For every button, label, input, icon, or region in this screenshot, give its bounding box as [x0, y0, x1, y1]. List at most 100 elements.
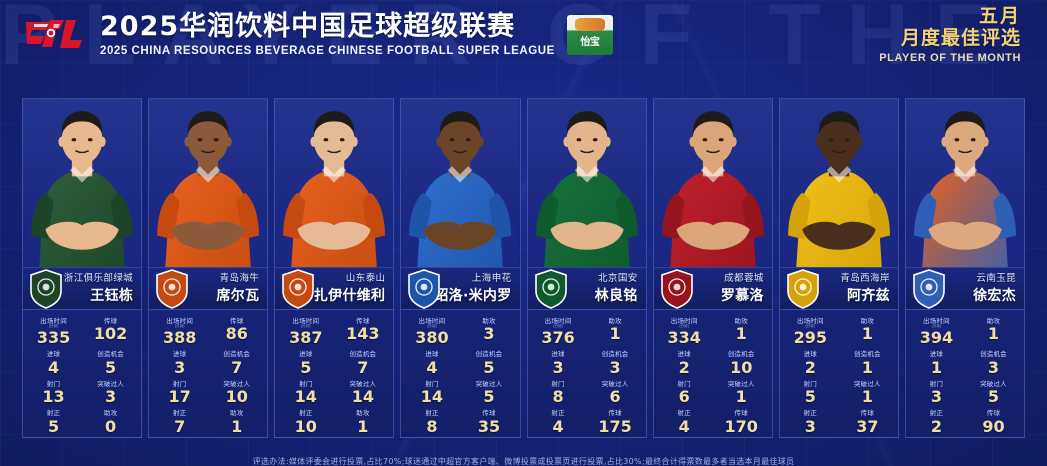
stat-value: 5 — [804, 387, 816, 407]
stat-cell: 进球 2 — [782, 349, 839, 378]
stat-cell: 进球 4 — [403, 349, 460, 378]
stat-cell: 射门 17 — [151, 379, 208, 408]
stat-label: 射正 — [803, 409, 817, 418]
stat-value: 2 — [930, 416, 942, 436]
stat-cell: 出场时间 (分钟) 394 — [908, 316, 965, 348]
stat-cell: 创造机会 3 — [965, 349, 1022, 378]
stat-value: 2 — [678, 357, 690, 377]
stat-label: 出场时间 — [544, 317, 572, 326]
player-stats-grid: 出场时间 (分钟) 394 助攻 1 进球 1 创造机会 3 射门 3 突破过人 5 射正 2 传球 90 — [906, 310, 1024, 437]
stat-value: 1 — [609, 324, 621, 344]
team-name: 上海申花 — [471, 273, 512, 285]
stat-label: 传球 — [608, 409, 622, 418]
stat-value: 387 — [289, 328, 323, 348]
stat-value: 17 — [168, 387, 191, 407]
stat-value: 14 — [420, 387, 444, 407]
team-name: 成都蓉城 — [724, 273, 764, 285]
stat-label: 出场时间 — [418, 317, 446, 326]
stat-cell: 射门 6 — [656, 379, 713, 408]
stat-cell: 传球 170 — [713, 408, 770, 437]
stat-cell: 射门 13 — [25, 379, 82, 408]
player-stats-grid: 出场时间 (分钟) 334 助攻 1 进球 2 创造机会 10 射门 6 突破过人 1 射正 4 传球 170 — [654, 310, 772, 437]
zhejiang-club-badge — [29, 269, 63, 310]
league-title-en: 2025 CHINA RESOURCES BEVERAGE CHINESE FO… — [100, 44, 555, 57]
shanghai-shenhua-badge — [407, 269, 441, 310]
stat-label: 助攻 — [860, 317, 875, 326]
stat-value: 5 — [47, 416, 60, 436]
stat-label: 进球 — [46, 350, 61, 359]
stat-cell: 进球 3 — [530, 349, 587, 378]
stat-label: 射正 — [551, 409, 565, 418]
stat-cell: 进球 3 — [151, 349, 208, 378]
stat-cell: 出场时间 (分钟) 335 — [25, 316, 82, 348]
player-name: 阿齐兹 — [846, 288, 890, 305]
stat-value: 1 — [861, 357, 873, 377]
stat-cell: 射门 14 — [277, 379, 334, 408]
stat-cell: 助攻 3 — [460, 316, 517, 348]
team-name: 云南玉昆 — [976, 273, 1016, 285]
stat-cell: 创造机会 10 — [713, 349, 770, 378]
stat-label: 射正 — [46, 409, 61, 418]
stat-label: 创造机会 — [475, 350, 503, 359]
stat-value: 3 — [483, 324, 495, 344]
stat-value: 10 — [225, 387, 248, 407]
player-card[interactable]: 浙江俱乐部绿城 王钰栋 出场时间 (分钟) 335 传球 102 进球 4 创造机会 5 射门 13 突破… — [22, 98, 143, 438]
stat-value: 37 — [856, 416, 879, 436]
stat-value: 335 — [36, 328, 71, 348]
player-card[interactable]: 青岛西海岸 阿齐兹 出场时间 (分钟) 295 助攻 1 进球 2 创造机会 1 射门 5 突破过人 1 射正… — [778, 98, 899, 438]
player-name: 绍洛·米内罗 — [434, 288, 512, 305]
stat-value: 1 — [231, 416, 243, 436]
stat-label: 突破过人 — [853, 379, 881, 388]
stat-value: 3 — [552, 357, 564, 377]
stat-value: 102 — [93, 324, 128, 344]
stat-cell: 出场时间 (分钟) 376 — [530, 316, 587, 348]
player-card[interactable]: 成都蓉城 罗慕洛 出场时间 (分钟) 334 助攻 1 进球 2 创造机会 10 射门 6 突破过人 1 射正… — [652, 98, 773, 438]
player-nameplate: 浙江俱乐部绿城 王钰栋 — [23, 267, 142, 311]
stat-value: 4 — [47, 357, 60, 377]
stat-value: 1 — [861, 324, 873, 344]
stat-value: 1 — [357, 416, 369, 436]
player-name: 王钰栋 — [90, 288, 134, 305]
stat-cell: 射正 4 — [656, 408, 713, 437]
stat-label: 突破过人 — [727, 379, 755, 388]
player-card[interactable]: 山东泰山 卡扎伊什维利 出场时间 (分钟) 387 传球 143 进球 5 创造机会 7 射门 14 突破… — [274, 98, 395, 438]
stat-label: 传球 — [482, 409, 496, 418]
stat-label: 射门 — [929, 379, 944, 388]
stat-label: 进球 — [551, 350, 565, 359]
stat-label: 射门 — [425, 379, 439, 388]
player-nameplate: 北京国安 林良铭 — [527, 267, 646, 311]
stat-label: 进球 — [425, 350, 439, 359]
player-card[interactable]: 青岛海牛 席尔瓦 出场时间 (分钟) 388 传球 86 进球 3 创造机会 7 射门 17 突破过人 10… — [148, 98, 269, 438]
award-title-en: PLAYER OF THE MONTH — [879, 51, 1021, 64]
player-card[interactable]: 北京国安 林良铭 出场时间 (分钟) 376 助攻 1 进球 3 创造机会 3 射门 8 突破过人 6 射正 4… — [526, 98, 647, 438]
stat-label: 创造机会 — [97, 350, 124, 359]
stat-cell: 助攻 1 — [713, 316, 770, 348]
title-block: 2025华润饮料中国足球超级联赛 2025 CHINA RESOURCES BE… — [100, 11, 555, 57]
player-stats-grid: 出场时间 (分钟) 376 助攻 1 进球 3 创造机会 3 射门 8 突破过人 6 射正 4 传球 175 — [528, 310, 646, 437]
stat-cell: 突破过人 1 — [839, 379, 896, 408]
stat-cell: 出场时间 (分钟) 388 — [151, 316, 208, 348]
stat-label-sub: (分钟) — [300, 324, 311, 329]
player-card[interactable]: 上海申花 绍洛·米内罗 出场时间 (分钟) 380 助攻 3 进球 4 创造机会 5 射门 14 突破过人… — [400, 98, 521, 438]
stat-cell: 射正 10 — [277, 408, 334, 437]
stat-label: 助攻 — [608, 317, 622, 326]
player-name: 徐宏杰 — [973, 288, 1016, 305]
player-card[interactable]: 云南玉昆 徐宏杰 出场时间 (分钟) 394 助攻 1 进球 1 创造机会 3 射门 3 突破过人 5 射正 2… — [904, 98, 1025, 438]
stat-label: 传球 — [103, 317, 118, 326]
stat-cell: 进球 5 — [277, 349, 334, 378]
stat-value: 4 — [426, 357, 438, 377]
stat-value: 86 — [225, 324, 248, 344]
stat-label: 传球 — [734, 409, 748, 418]
stat-value: 10 — [294, 416, 317, 436]
stat-cell: 射正 4 — [530, 408, 587, 437]
stat-value: 0 — [105, 416, 117, 436]
player-stats-grid: 出场时间 (分钟) 335 传球 102 进球 4 创造机会 5 射门 13 突破过人 3 射正 5 助攻 0 — [23, 310, 141, 437]
stat-cell: 创造机会 5 — [82, 349, 139, 378]
stat-value: 376 — [541, 328, 575, 348]
stat-label: 射正 — [677, 409, 691, 418]
stat-label: 射门 — [299, 379, 313, 388]
stat-label: 射门 — [172, 379, 187, 388]
stat-value: 1 — [930, 357, 942, 377]
stat-cell: 传球 35 — [460, 408, 517, 437]
league-title-cn: 2025华润饮料中国足球超级联赛 — [100, 11, 516, 43]
